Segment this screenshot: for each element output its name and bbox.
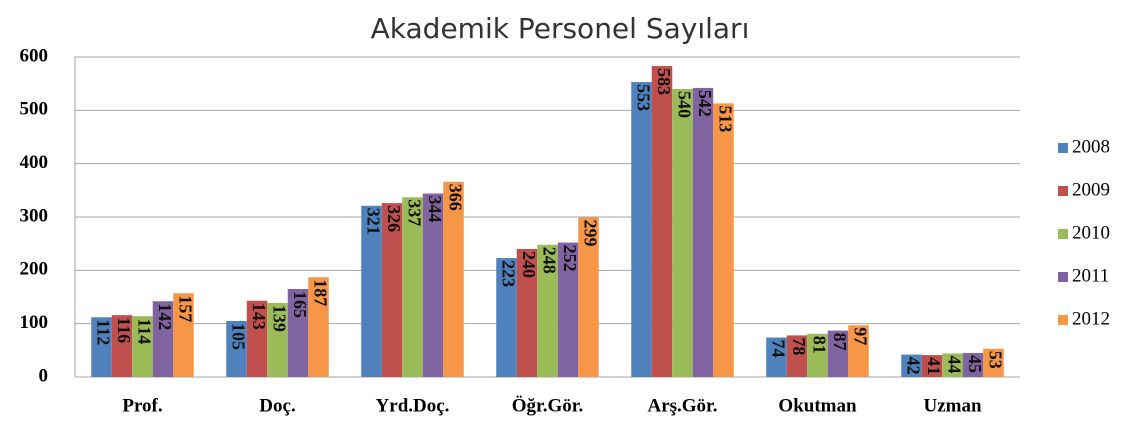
legend-label: 2012	[1072, 308, 1110, 329]
data-label: 542	[695, 90, 715, 117]
data-label: 41	[924, 357, 944, 375]
x-tick-label: Öğr.Gör.	[512, 395, 583, 416]
bar	[287, 289, 309, 377]
bar	[381, 203, 403, 377]
chart-title: Akademik Personel Sayıları	[371, 12, 750, 45]
data-label: 252	[560, 245, 580, 272]
x-tick-label: Okutman	[778, 395, 857, 416]
bar	[173, 293, 194, 377]
y-tick-label: 600	[20, 45, 49, 66]
y-tick-label: 500	[20, 99, 49, 120]
data-label: 366	[445, 184, 465, 211]
bar	[496, 258, 517, 377]
bar	[91, 317, 112, 377]
bar	[983, 348, 1004, 377]
data-label: 53	[985, 351, 1005, 369]
bar	[422, 193, 444, 377]
legend-label: 2009	[1072, 179, 1110, 200]
bar	[578, 217, 599, 377]
data-label: 157	[175, 295, 195, 322]
bar	[807, 333, 828, 377]
data-label: 112	[93, 319, 113, 345]
data-label: 321	[363, 208, 383, 235]
data-label: 78	[789, 337, 809, 355]
data-label: 142	[155, 303, 175, 330]
x-tick-label: Prof.	[122, 395, 162, 416]
data-label: 187	[310, 279, 330, 306]
legend-label: 2011	[1072, 265, 1109, 286]
x-tick-label: Arş.Gör.	[647, 395, 717, 416]
legend-swatch	[1058, 143, 1068, 153]
data-label: 116	[114, 317, 134, 343]
legend-swatch	[1058, 186, 1068, 196]
bar	[308, 277, 329, 377]
data-label: 583	[654, 68, 674, 95]
legend-swatch	[1058, 229, 1068, 239]
bar	[921, 355, 943, 377]
x-tick-label: Uzman	[923, 395, 981, 416]
data-label: 45	[965, 355, 985, 373]
data-label: 114	[134, 318, 154, 344]
data-label: 87	[830, 333, 850, 351]
bar	[111, 315, 133, 377]
y-tick-label: 400	[20, 152, 49, 173]
bar	[766, 337, 787, 377]
bar	[848, 325, 869, 377]
data-label: 44	[944, 356, 964, 374]
data-label: 143	[249, 303, 269, 330]
bar	[692, 87, 714, 377]
bar	[132, 316, 153, 377]
bar	[267, 302, 288, 377]
y-tick-label: 0	[39, 365, 49, 386]
bar	[631, 82, 652, 378]
bar	[942, 353, 963, 377]
bar	[557, 242, 579, 377]
data-label: 42	[903, 357, 923, 375]
legend-swatch	[1058, 315, 1068, 325]
bar	[651, 66, 673, 378]
data-label: 165	[290, 291, 310, 318]
bar	[246, 300, 268, 377]
data-label: 553	[633, 84, 653, 111]
data-label: 513	[715, 105, 735, 132]
data-label: 299	[580, 220, 600, 247]
bar	[152, 301, 174, 377]
legend-label: 2008	[1072, 136, 1110, 157]
legend-swatch	[1058, 272, 1068, 282]
bar	[672, 89, 693, 377]
data-label: 139	[269, 305, 289, 332]
data-label: 240	[519, 251, 539, 278]
data-label: 326	[384, 205, 404, 232]
bar	[226, 321, 247, 377]
bar	[516, 249, 538, 377]
data-label: 81	[809, 336, 829, 354]
data-label: 540	[674, 91, 694, 118]
bar	[361, 205, 382, 377]
data-label: 344	[425, 196, 445, 223]
bar	[402, 197, 423, 377]
y-tick-label: 300	[20, 205, 49, 226]
y-tick-label: 100	[20, 312, 49, 333]
y-tick-label: 200	[20, 259, 49, 280]
data-label: 74	[768, 340, 788, 358]
bar	[962, 353, 984, 377]
x-tick-label: Yrd.Doç.	[376, 395, 450, 416]
x-tick-label: Doç.	[259, 395, 295, 416]
bar	[713, 103, 734, 378]
data-label: 105	[228, 323, 248, 350]
bar	[827, 330, 849, 377]
bar	[786, 335, 808, 377]
data-label: 97	[850, 327, 870, 345]
bar	[443, 181, 464, 377]
data-label: 223	[498, 260, 518, 287]
bar	[901, 354, 922, 377]
legend-label: 2010	[1072, 222, 1110, 243]
data-label: 248	[539, 247, 559, 274]
data-label: 337	[404, 199, 424, 226]
bar	[537, 244, 558, 377]
